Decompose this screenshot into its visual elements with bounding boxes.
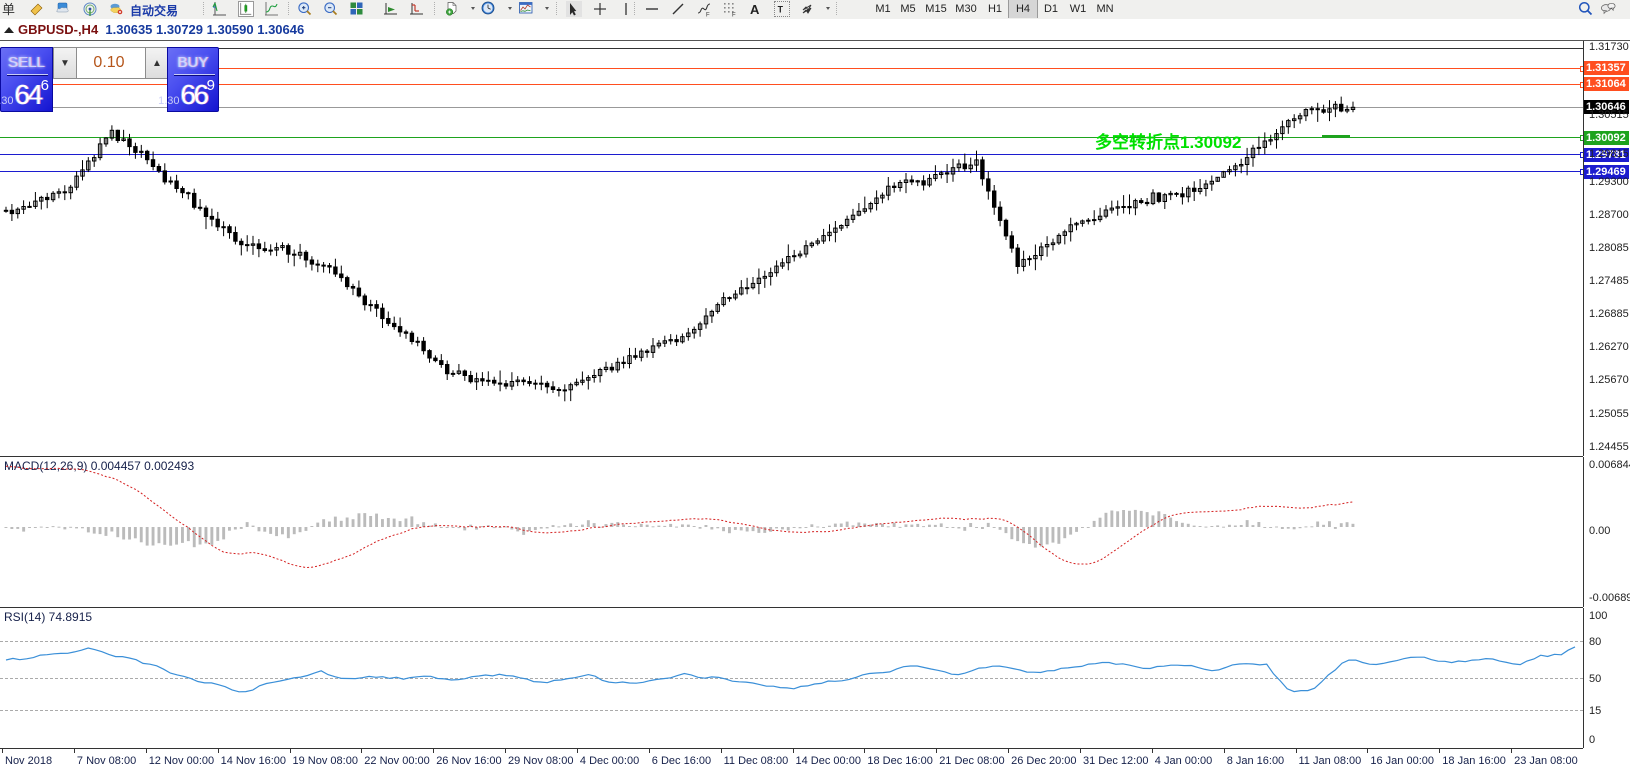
svg-text:单: 单 bbox=[2, 2, 15, 17]
svg-text:F: F bbox=[732, 13, 736, 18]
svg-text:F: F bbox=[706, 13, 710, 18]
svg-text:A: A bbox=[750, 2, 760, 17]
svg-text:T: T bbox=[778, 5, 784, 15]
